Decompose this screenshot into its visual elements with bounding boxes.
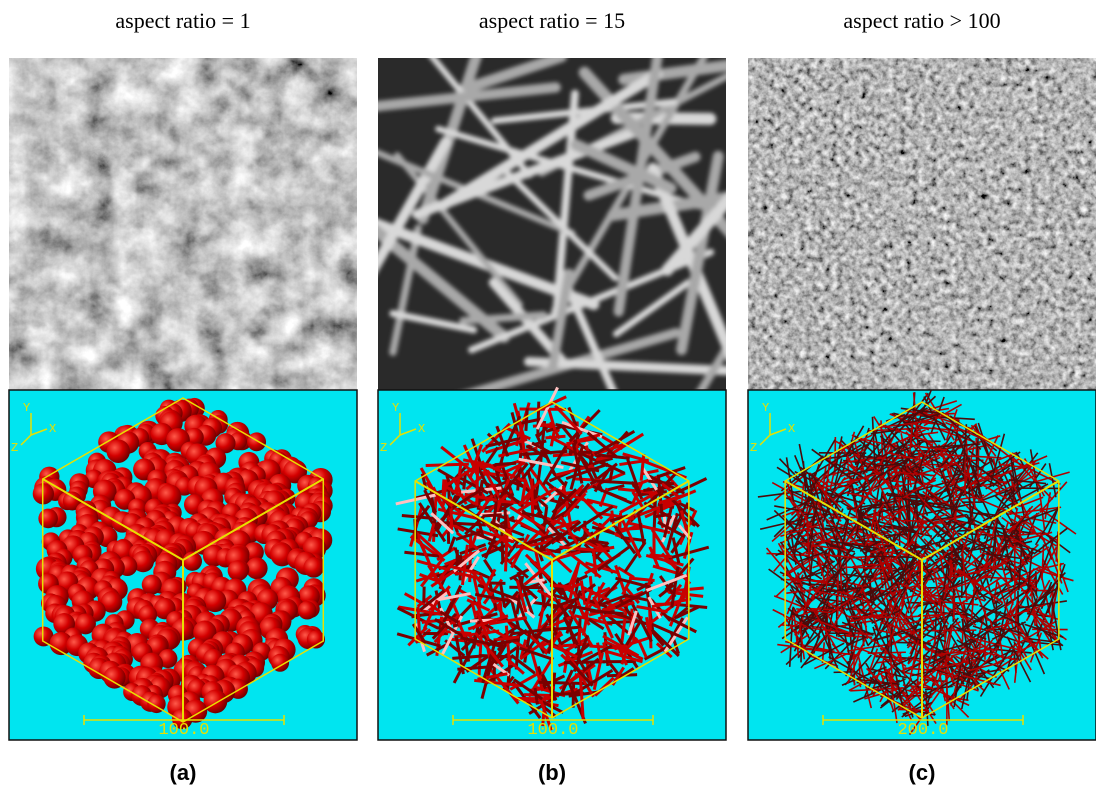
scale-label: 100.0 [527, 721, 578, 740]
scale-label: 200.0 [897, 721, 948, 740]
axis-label: Z [11, 441, 18, 455]
sem-texture [748, 58, 1096, 390]
axis-label: Y [392, 401, 399, 415]
sphere-particle [247, 432, 266, 451]
fiber-particle [650, 555, 673, 557]
fiber-particle [1018, 591, 1019, 639]
fiber-particle [477, 463, 478, 505]
fiber-particle [849, 616, 893, 617]
sphere-particle [107, 439, 130, 462]
fiber-particle [505, 508, 507, 532]
fiber-particle [928, 630, 976, 631]
axis-label: X [788, 422, 795, 436]
axis-label: X [49, 422, 56, 436]
panel-heading: aspect ratio = 15 [479, 8, 625, 33]
fiber-particle [495, 463, 516, 464]
figure: aspect ratio = 1YXZ100.0(a)aspect ratio … [0, 0, 1096, 787]
fiber-particle [868, 652, 906, 653]
sphere-particle [228, 560, 249, 581]
sphere-particle [38, 509, 58, 529]
axis-label: X [418, 422, 425, 436]
fiber-particle [620, 513, 621, 533]
fiber-particle [607, 675, 637, 676]
sem-image [748, 58, 1096, 390]
fiber-particle [526, 408, 527, 431]
fiber-particle [578, 628, 580, 645]
axis-label: Z [750, 441, 757, 455]
fiber-particle [538, 402, 539, 435]
panel-heading: aspect ratio = 1 [115, 8, 250, 33]
panel-caption: (c) [909, 760, 936, 785]
panel-heading: aspect ratio > 100 [843, 8, 1000, 33]
panel-caption: (b) [538, 760, 566, 785]
sem-texture [9, 58, 357, 390]
panel-caption: (a) [170, 760, 197, 785]
sphere-particle [303, 557, 323, 577]
fiber-particle [482, 515, 501, 516]
axis-label: Y [23, 401, 30, 415]
panel: aspect ratio > 100 Y X Z 200.0 (c) [748, 8, 1096, 785]
fiber-particle [550, 693, 584, 694]
scale-label: 100.0 [158, 721, 209, 740]
fiber-particle [899, 709, 929, 710]
axis-label: Z [380, 441, 387, 455]
fiber-particle [443, 479, 444, 496]
panel: aspect ratio = 1 Y X Z 100.0 (a) [9, 8, 357, 785]
axis-label: Y [762, 401, 769, 415]
sem-image [9, 58, 357, 390]
sphere-particle [298, 601, 317, 620]
